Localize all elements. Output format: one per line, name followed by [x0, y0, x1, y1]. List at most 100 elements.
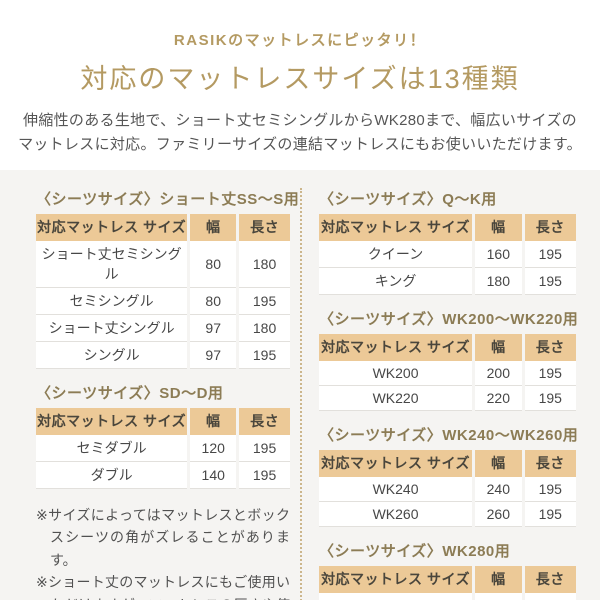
table-header-row: 対応マットレス サイズ 幅 長さ [36, 214, 290, 241]
header-cell-name: 対応マットレス サイズ [36, 408, 188, 435]
table-header-row: 対応マットレス サイズ 幅 長さ [319, 334, 576, 361]
header-cell-name: 対応マットレス サイズ [36, 214, 188, 241]
table-row: セミダブル 120 195 [36, 435, 290, 462]
size-table: 対応マットレス サイズ 幅 長さ WK240 240 195 [316, 450, 579, 527]
table-row: WK200 200 195 [319, 361, 576, 386]
table-row: WK260 260 195 [319, 502, 576, 527]
size-section-wk280: 〈シーツサイズ〉WK280用 対応マットレス サイズ 幅 長さ [319, 540, 576, 600]
cell-name: WK240 [319, 477, 473, 502]
header-cell-width: 幅 [190, 408, 237, 435]
cell-width: 160 [475, 241, 522, 268]
cell-name: シングル [36, 342, 188, 369]
cell-name: WK200 [319, 361, 473, 386]
intro-line-1: 伸縮性のある生地で、ショート丈セミシングルからWK280まで、幅広いサイズの [23, 112, 577, 129]
cell-length: 195 [524, 593, 576, 600]
header-cell-width: 幅 [475, 450, 522, 477]
hero-section: RASIKのマットレスにピッタリ！ 対応のマットレスサイズは13種類 伸縮性のあ… [0, 0, 600, 170]
size-table: 対応マットレス サイズ 幅 長さ クイーン 160 195 [316, 214, 579, 295]
cell-width: 97 [190, 342, 237, 369]
size-section-sd-d: 〈シーツサイズ〉SD〜D用 対応マットレス サイズ 幅 長さ [36, 382, 290, 489]
header-cell-length: 長さ [524, 450, 576, 477]
right-column: 〈シーツサイズ〉Q〜K用 対応マットレス サイズ 幅 長さ [300, 188, 600, 600]
cell-name: セミダブル [36, 435, 188, 462]
cell-name: ダブル [36, 462, 188, 489]
section-heading: 〈シーツサイズ〉WK200〜WK220用 [319, 311, 579, 328]
cell-width: 140 [190, 462, 237, 489]
columns-wrapper: 〈シーツサイズ〉ショート丈SS〜S用 対応マットレス サイズ 幅 長さ [0, 188, 600, 600]
page-title: 対応のマットレスサイズは13種類 [80, 64, 520, 94]
header-cell-name: 対応マットレス サイズ [319, 450, 473, 477]
cell-width: 120 [190, 435, 237, 462]
cell-name: WK220 [319, 386, 473, 411]
header-cell-width: 幅 [475, 214, 522, 241]
header-cell-length: 長さ [524, 214, 576, 241]
table-header-row: 対応マットレス サイズ 幅 長さ [319, 214, 576, 241]
cell-length: 195 [239, 288, 290, 315]
cell-length: 195 [524, 268, 576, 295]
header-cell-length: 長さ [524, 334, 576, 361]
size-table: 対応マットレス サイズ 幅 長さ セミダブル 120 195 [33, 408, 293, 489]
cell-length: 195 [239, 342, 290, 369]
section-heading: 〈シーツサイズ〉WK280用 [319, 543, 511, 560]
table-row: クイーン 160 195 [319, 241, 576, 268]
cell-width: 280 [475, 593, 522, 600]
size-table: 対応マットレス サイズ 幅 長さ ショート丈セミシングル 80 180 [33, 214, 293, 369]
table-header-row: 対応マットレス サイズ 幅 長さ [319, 566, 576, 593]
table-row: シングル 97 195 [36, 342, 290, 369]
cell-name: ショート丈シングル [36, 315, 188, 342]
size-table: 対応マットレス サイズ 幅 長さ WK200 200 195 [316, 334, 579, 411]
cell-width: 200 [475, 361, 522, 386]
cell-width: 180 [475, 268, 522, 295]
table-header-row: 対応マットレス サイズ 幅 長さ [36, 408, 290, 435]
intro-line-2: マットレスに対応。ファミリーサイズの連結マットレスにもお使いいただけます。 [18, 136, 582, 154]
table-row: キング 180 195 [319, 268, 576, 295]
note-item: ※サイズによってはマットレスとボックスシーツの角がズレることがあります。 [36, 507, 290, 568]
cell-length: 195 [524, 241, 576, 268]
table-header-row: 対応マットレス サイズ 幅 長さ [319, 450, 576, 477]
tagline: RASIKのマットレスにピッタリ！ [173, 32, 427, 49]
cell-name: WK280 [319, 593, 473, 600]
section-heading: 〈シーツサイズ〉WK240〜WK260用 [319, 427, 579, 444]
cell-length: 195 [524, 361, 576, 386]
cell-name: WK260 [319, 502, 473, 527]
header-cell-name: 対応マットレス サイズ [319, 214, 473, 241]
table-row: WK240 240 195 [319, 477, 576, 502]
header-cell-length: 長さ [239, 214, 290, 241]
intro-text: 伸縮性のある生地で、ショート丈セミシングルからWK280まで、幅広いサイズの マ… [0, 109, 600, 158]
header-cell-length: 長さ [239, 408, 290, 435]
cell-name: セミシングル [36, 288, 188, 315]
cell-name: ショート丈セミシングル [36, 241, 188, 288]
section-heading: 〈シーツサイズ〉Q〜K用 [319, 191, 497, 208]
cell-width: 97 [190, 315, 237, 342]
notes-list: ※サイズによってはマットレスとボックスシーツの角がズレることがあります。 ※ショ… [36, 504, 290, 600]
cell-name: キング [319, 268, 473, 295]
tables-section: 〈シーツサイズ〉ショート丈SS〜S用 対応マットレス サイズ 幅 長さ [0, 170, 600, 600]
size-section-q-k: 〈シーツサイズ〉Q〜K用 対応マットレス サイズ 幅 長さ [319, 188, 576, 295]
header-cell-width: 幅 [475, 566, 522, 593]
table-row: WK220 220 195 [319, 386, 576, 411]
cell-length: 195 [239, 462, 290, 489]
cell-width: 80 [190, 241, 237, 288]
cell-name: クイーン [319, 241, 473, 268]
cell-length: 195 [524, 477, 576, 502]
left-column: 〈シーツサイズ〉ショート丈SS〜S用 対応マットレス サイズ 幅 長さ [0, 188, 300, 600]
cell-length: 195 [524, 386, 576, 411]
cell-length: 180 [239, 315, 290, 342]
header-cell-name: 対応マットレス サイズ [319, 566, 473, 593]
table-row: ショート丈セミシングル 80 180 [36, 241, 290, 288]
section-heading: 〈シーツサイズ〉SD〜D用 [36, 385, 224, 402]
cell-length: 195 [239, 435, 290, 462]
size-table: 対応マットレス サイズ 幅 長さ WK280 280 195 [316, 566, 579, 600]
header-cell-length: 長さ [524, 566, 576, 593]
header-cell-width: 幅 [190, 214, 237, 241]
cell-width: 240 [475, 477, 522, 502]
cell-width: 80 [190, 288, 237, 315]
table-row: WK280 280 195 [319, 593, 576, 600]
note-item: ※ショート丈のマットレスにもご使用いただけますが、マットレスの厚さや使用環境によ… [36, 574, 290, 600]
size-section-wk200-wk220: 〈シーツサイズ〉WK200〜WK220用 対応マットレス サイズ 幅 長さ [316, 308, 579, 411]
cell-length: 180 [239, 241, 290, 288]
cell-width: 220 [475, 386, 522, 411]
table-row: セミシングル 80 195 [36, 288, 290, 315]
table-row: ダブル 140 195 [36, 462, 290, 489]
